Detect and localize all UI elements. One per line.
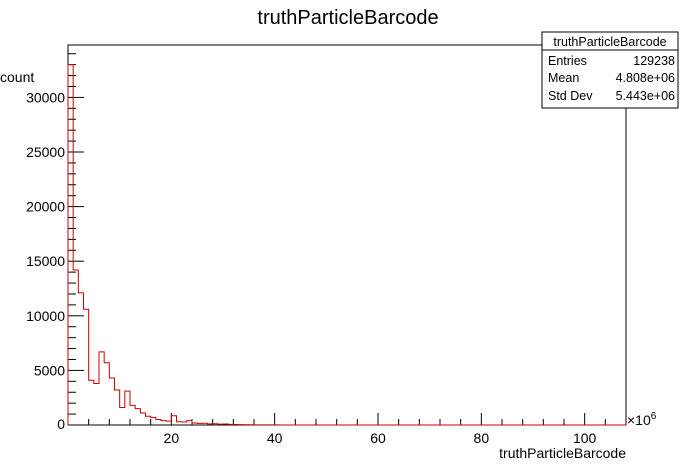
x-tick-label: 20	[164, 430, 180, 446]
stats-label-entries: Entries	[548, 54, 587, 68]
y-tick-label: 30000	[26, 89, 65, 105]
histogram-series-line	[67, 64, 626, 426]
stats-box: truthParticleBarcode Entries 129238 Mean…	[541, 31, 679, 109]
y-tick-label: 15000	[26, 253, 65, 269]
stats-box-title: truthParticleBarcode	[553, 35, 666, 49]
x-tick-label: 100	[573, 430, 597, 446]
x-axis: 20 40 60 80 100	[67, 413, 627, 446]
stats-value-entries: 129238	[633, 54, 675, 68]
x-tick-label: 60	[370, 430, 386, 446]
x-axis-multiplier: ×106	[627, 411, 657, 428]
y-tick-label: 10000	[26, 308, 65, 324]
y-axis-title: count	[0, 69, 34, 85]
x-tick-label: 40	[267, 430, 283, 446]
x-tick-label: 80	[474, 430, 490, 446]
y-tick-label: 20000	[26, 199, 65, 215]
y-tick-label: 0	[57, 416, 65, 432]
stats-label-mean: Mean	[548, 71, 579, 85]
stats-value-mean: 4.808e+06	[616, 71, 675, 85]
stats-label-stddev: Std Dev	[548, 89, 593, 103]
y-axis: 5000 10000 15000 20000 25000 30000 0	[26, 53, 84, 432]
y-tick-label: 5000	[34, 362, 65, 378]
y-tick-label: 25000	[26, 144, 65, 160]
chart-title: truthParticleBarcode	[257, 7, 438, 29]
x-axis-title: truthParticleBarcode	[499, 445, 626, 461]
stats-value-stddev: 5.443e+06	[616, 89, 675, 103]
